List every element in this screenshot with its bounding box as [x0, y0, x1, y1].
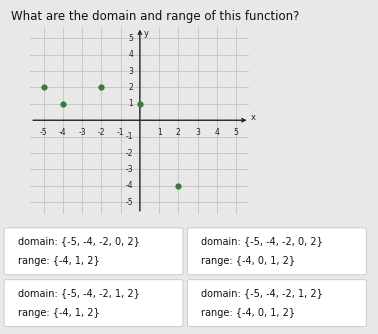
Text: domain: {-5, -4, -2, 0, 2}: domain: {-5, -4, -2, 0, 2}	[201, 236, 323, 246]
Text: -3: -3	[78, 128, 86, 137]
FancyBboxPatch shape	[4, 280, 183, 327]
FancyBboxPatch shape	[4, 228, 183, 275]
Text: 5: 5	[128, 34, 133, 43]
Text: 2: 2	[176, 128, 181, 137]
Text: 5: 5	[234, 128, 239, 137]
FancyBboxPatch shape	[187, 280, 366, 327]
Text: 3: 3	[128, 66, 133, 75]
Text: x: x	[251, 113, 256, 122]
Text: -4: -4	[59, 128, 67, 137]
Text: 4: 4	[214, 128, 219, 137]
FancyBboxPatch shape	[187, 228, 366, 275]
Text: -4: -4	[125, 181, 133, 190]
Text: What are the domain and range of this function?: What are the domain and range of this fu…	[11, 10, 300, 23]
Text: -3: -3	[125, 165, 133, 174]
Text: y: y	[143, 29, 148, 38]
Text: range: {-4, 0, 1, 2}: range: {-4, 0, 1, 2}	[201, 308, 295, 318]
Text: domain: {-5, -4, -2, 1, 2}: domain: {-5, -4, -2, 1, 2}	[18, 288, 140, 298]
Text: 4: 4	[128, 50, 133, 59]
Text: 1: 1	[129, 99, 133, 108]
Text: -5: -5	[40, 128, 48, 137]
Text: -2: -2	[125, 149, 133, 158]
Text: range: {-4, 1, 2}: range: {-4, 1, 2}	[18, 256, 100, 266]
Text: domain: {-5, -4, -2, 1, 2}: domain: {-5, -4, -2, 1, 2}	[201, 288, 323, 298]
Text: domain: {-5, -4, -2, 0, 2}: domain: {-5, -4, -2, 0, 2}	[18, 236, 140, 246]
Text: range: {-4, 0, 1, 2}: range: {-4, 0, 1, 2}	[201, 256, 295, 266]
Text: 3: 3	[195, 128, 200, 137]
Text: -5: -5	[125, 198, 133, 207]
Text: 1: 1	[157, 128, 161, 137]
Text: range: {-4, 1, 2}: range: {-4, 1, 2}	[18, 308, 100, 318]
Text: -2: -2	[98, 128, 105, 137]
Text: -1: -1	[125, 132, 133, 141]
Text: -1: -1	[117, 128, 124, 137]
Text: 2: 2	[129, 83, 133, 92]
